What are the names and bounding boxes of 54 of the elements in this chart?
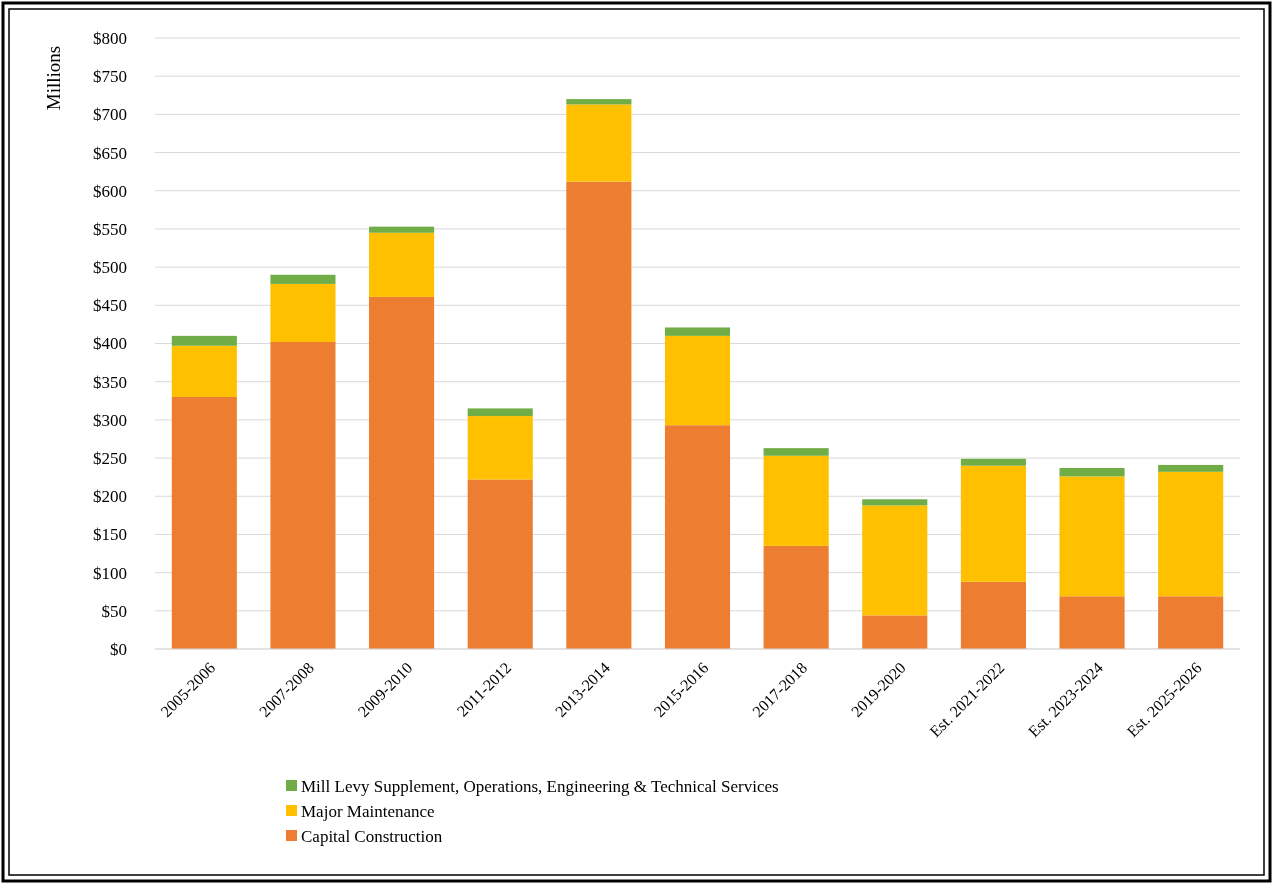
bar [1059,596,1125,649]
legend-label: Mill Levy Supplement, Operations, Engineering & Technical Services [301,776,779,796]
bar [369,296,435,649]
y-tick-label: $500 [93,258,127,278]
bar [1158,471,1224,597]
y-tick-label: $300 [93,410,127,430]
bar [566,99,632,105]
bar [369,226,435,233]
bar [270,274,336,284]
bar [763,448,829,456]
bar [664,425,731,649]
bar [960,581,1026,649]
y-tick-label: $550 [93,219,127,239]
y-tick-label: $750 [93,67,127,87]
bar [1158,464,1224,472]
bar [171,345,237,397]
bar [369,232,435,297]
legend-label: Capital Construction [301,826,443,846]
y-tick-label: $800 [93,28,127,48]
bar [270,283,336,342]
bar [960,465,1026,582]
y-tick-label: $100 [93,563,127,583]
bar [270,341,336,649]
y-tick-label: $50 [101,601,127,621]
bar [664,335,731,426]
bar [664,327,731,336]
y-tick-label: $400 [93,334,127,354]
y-tick-label: $250 [93,449,127,469]
bar [1059,476,1125,597]
y-axis-title: Millions [43,45,64,111]
bar [960,458,1026,466]
bar [862,505,928,616]
y-tick-label: $150 [93,525,127,545]
bar [862,615,928,649]
legend-label: Major Maintenance [301,801,435,821]
y-tick-label: $650 [93,143,127,163]
y-tick-label: $700 [93,105,127,125]
y-tick-label: $600 [93,181,127,201]
y-tick-label: $0 [110,639,127,659]
y-tick-label: $350 [93,372,127,392]
bar [566,104,632,182]
bar [171,335,237,346]
bar [171,396,237,649]
bar [467,408,533,417]
bar [467,479,533,649]
bar [566,181,632,649]
y-tick-label: $450 [93,296,127,316]
bar [763,455,829,546]
bar [763,545,829,649]
bar [1158,596,1224,649]
bar [862,499,928,506]
bar [1059,467,1125,477]
bar [467,416,533,480]
y-tick-label: $200 [93,487,127,507]
